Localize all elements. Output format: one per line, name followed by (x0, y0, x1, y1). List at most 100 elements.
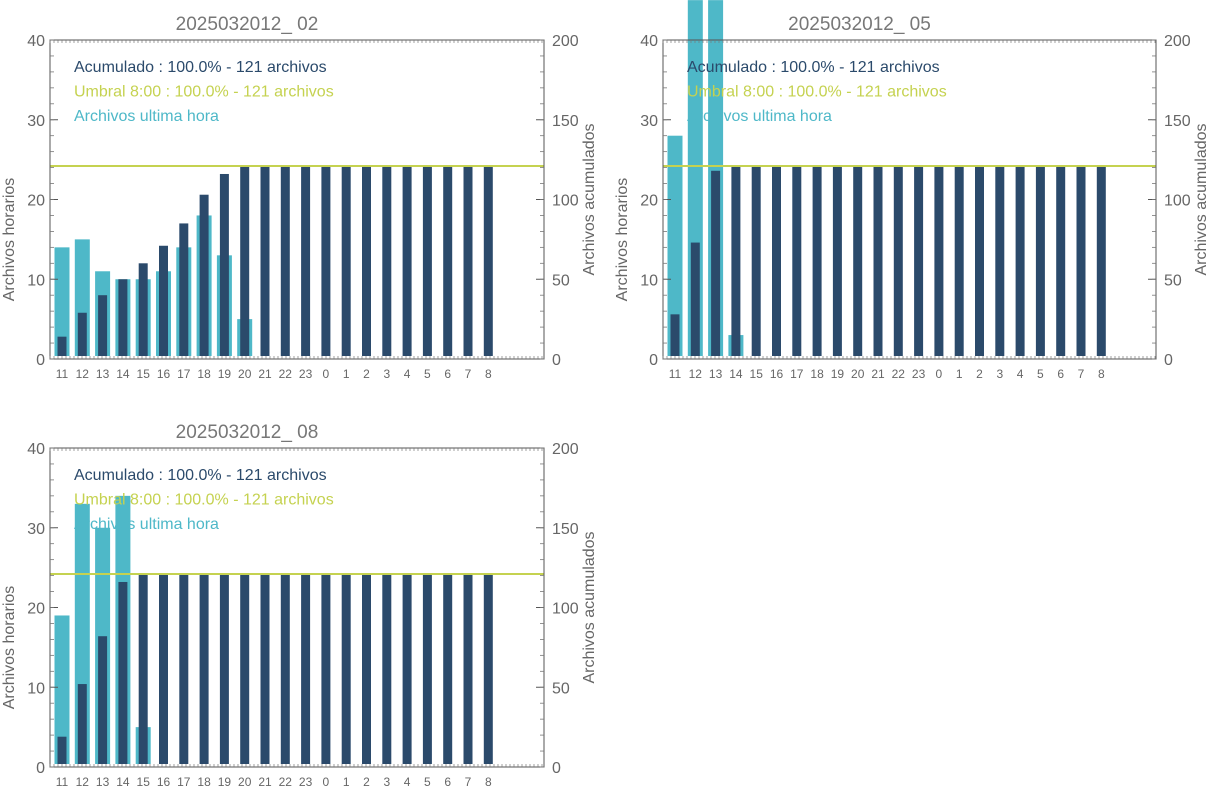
x-tick-label: 16 (157, 775, 171, 787)
x-tick-label: 2 (976, 367, 983, 381)
cumulative-bar (463, 166, 473, 356)
cumulative-bar (159, 574, 168, 764)
y-tick-label: 0 (649, 352, 658, 369)
cumulative-bar (57, 336, 67, 356)
y2-tick-label: 150 (552, 113, 579, 130)
cumulative-bar (463, 574, 473, 764)
hourly-bar (667, 135, 683, 356)
x-tick-label: 23 (299, 775, 313, 787)
cumulative-bar (382, 166, 392, 356)
cumulative-bar (321, 574, 331, 764)
cumulative-bar (954, 166, 964, 356)
y-tick-label: 20 (27, 193, 45, 210)
legend-entry: Archivos ultima hora (687, 108, 832, 125)
cumulative-bar (711, 170, 721, 356)
cumulative-bar (118, 581, 128, 764)
x-tick-label: 11 (56, 775, 69, 787)
y-axis-label: Archivos horarios (1, 586, 18, 710)
x-tick-label: 3 (383, 367, 390, 381)
y2-tick-label: 100 (1164, 193, 1191, 210)
hourly-bar (54, 615, 70, 764)
cumulative-bar (1076, 166, 1086, 356)
x-tick-label: 5 (1037, 367, 1044, 381)
x-tick-label: 6 (1057, 367, 1064, 381)
cumulative-bar (260, 166, 270, 356)
x-tick-label: 23 (299, 367, 313, 381)
x-tick-label: 0 (323, 367, 330, 381)
x-tick-label: 0 (323, 775, 330, 787)
x-tick-label: 4 (404, 367, 411, 381)
y2-axis-label: Archivos acumulados (1193, 123, 1206, 275)
legend-entry: Acumulado : 100.0% - 121 archivos (74, 467, 327, 484)
x-tick-label: 3 (383, 775, 390, 787)
x-tick-label: 0 (936, 367, 943, 381)
y2-tick-label: 150 (1164, 113, 1191, 130)
x-tick-label: 18 (197, 775, 211, 787)
cumulative-bar (772, 166, 781, 356)
x-tick-label: 6 (444, 367, 451, 381)
x-tick-label: 14 (729, 367, 743, 381)
cumulative-bar (873, 166, 883, 356)
x-tick-label: 19 (218, 367, 232, 381)
x-tick-label: 11 (669, 367, 682, 381)
x-tick-label: 17 (790, 367, 804, 381)
x-tick-label: 16 (157, 367, 171, 381)
y2-tick-label: 0 (552, 352, 561, 369)
y-tick-label: 30 (27, 113, 45, 130)
y2-tick-label: 0 (1164, 352, 1173, 369)
x-tick-label: 23 (912, 367, 926, 381)
cumulative-bar (362, 574, 371, 764)
x-tick-label: 20 (238, 367, 252, 381)
x-tick-label: 5 (424, 367, 431, 381)
cumulative-bar (260, 574, 270, 764)
cumulative-bar (341, 574, 351, 764)
cumulative-bar (219, 173, 229, 356)
cumulative-bar (1056, 166, 1066, 356)
cumulative-bar (382, 574, 392, 764)
cumulative-bar (280, 166, 290, 356)
y-tick-label: 30 (640, 113, 658, 130)
x-tick-label: 19 (218, 775, 232, 787)
cumulative-bar (199, 194, 209, 356)
cumulative-bar (341, 166, 351, 356)
cumulative-bar (483, 574, 493, 764)
cumulative-bar (301, 166, 311, 356)
x-tick-label: 18 (810, 367, 824, 381)
cumulative-bar (321, 166, 331, 356)
x-tick-label: 21 (258, 775, 272, 787)
x-tick-label: 8 (485, 367, 492, 381)
cumulative-bar (179, 223, 189, 356)
cumulative-bar (179, 574, 189, 764)
y2-tick-label: 200 (552, 33, 579, 50)
x-tick-label: 13 (96, 775, 110, 787)
x-tick-label: 12 (76, 775, 90, 787)
x-tick-label: 22 (892, 367, 906, 381)
cumulative-bar (280, 574, 290, 764)
legend-entry: Umbral 8:00 : 100.0% - 121 archivos (687, 84, 947, 101)
legend-entry: Archivos ultima hora (74, 516, 219, 533)
legend-entry: Acumulado : 100.0% - 121 archivos (687, 59, 940, 76)
x-tick-label: 14 (116, 367, 130, 381)
cumulative-bar (792, 166, 802, 356)
cumulative-bar (731, 166, 741, 356)
cumulative-bar (159, 245, 168, 356)
cumulative-bar (199, 574, 209, 764)
x-tick-label: 17 (177, 775, 191, 787)
y-tick-label: 40 (640, 33, 658, 50)
y-tick-label: 0 (36, 760, 45, 777)
cumulative-bar (1035, 166, 1045, 356)
cumulative-bar (934, 166, 944, 356)
x-tick-label: 15 (137, 367, 151, 381)
y2-tick-label: 100 (552, 193, 579, 210)
chart-title: 2025032012_ 05 (788, 14, 931, 35)
y2-tick-label: 50 (552, 680, 570, 697)
y-tick-label: 0 (36, 352, 45, 369)
y2-tick-label: 200 (552, 441, 579, 458)
x-tick-label: 5 (424, 775, 431, 787)
cumulative-bar (301, 574, 311, 764)
x-tick-label: 17 (177, 367, 191, 381)
cumulative-bar (914, 166, 924, 356)
cumulative-bar (77, 684, 87, 764)
